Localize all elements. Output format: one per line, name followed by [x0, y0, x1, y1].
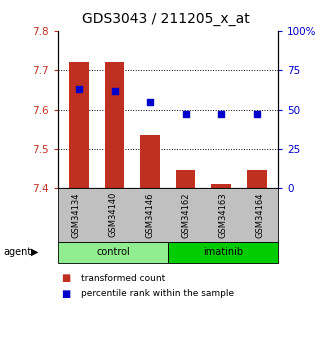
- Point: [218, 111, 224, 117]
- Bar: [105, 62, 124, 188]
- Text: GSM34134: GSM34134: [72, 192, 81, 237]
- Text: GSM34140: GSM34140: [109, 192, 118, 237]
- Bar: [247, 170, 266, 188]
- Text: ▶: ▶: [31, 247, 39, 257]
- Point: [76, 86, 82, 92]
- Text: GDS3043 / 211205_x_at: GDS3043 / 211205_x_at: [82, 12, 249, 26]
- Point: [254, 111, 260, 117]
- Text: GSM34163: GSM34163: [218, 192, 227, 238]
- Text: transformed count: transformed count: [81, 274, 166, 283]
- Bar: [176, 170, 196, 188]
- Text: GSM34162: GSM34162: [182, 192, 191, 237]
- Text: ■: ■: [61, 274, 71, 283]
- Text: agent: agent: [3, 247, 31, 257]
- Bar: [140, 135, 160, 188]
- Bar: [212, 184, 231, 188]
- Text: ■: ■: [61, 289, 71, 299]
- Point: [183, 111, 188, 117]
- Text: GSM34164: GSM34164: [255, 192, 264, 237]
- Text: percentile rank within the sample: percentile rank within the sample: [81, 289, 234, 298]
- Text: imatinib: imatinib: [203, 247, 243, 257]
- Point: [112, 88, 118, 93]
- Point: [148, 99, 153, 105]
- Text: control: control: [96, 247, 130, 257]
- Bar: [70, 62, 89, 188]
- Text: GSM34146: GSM34146: [145, 192, 154, 237]
